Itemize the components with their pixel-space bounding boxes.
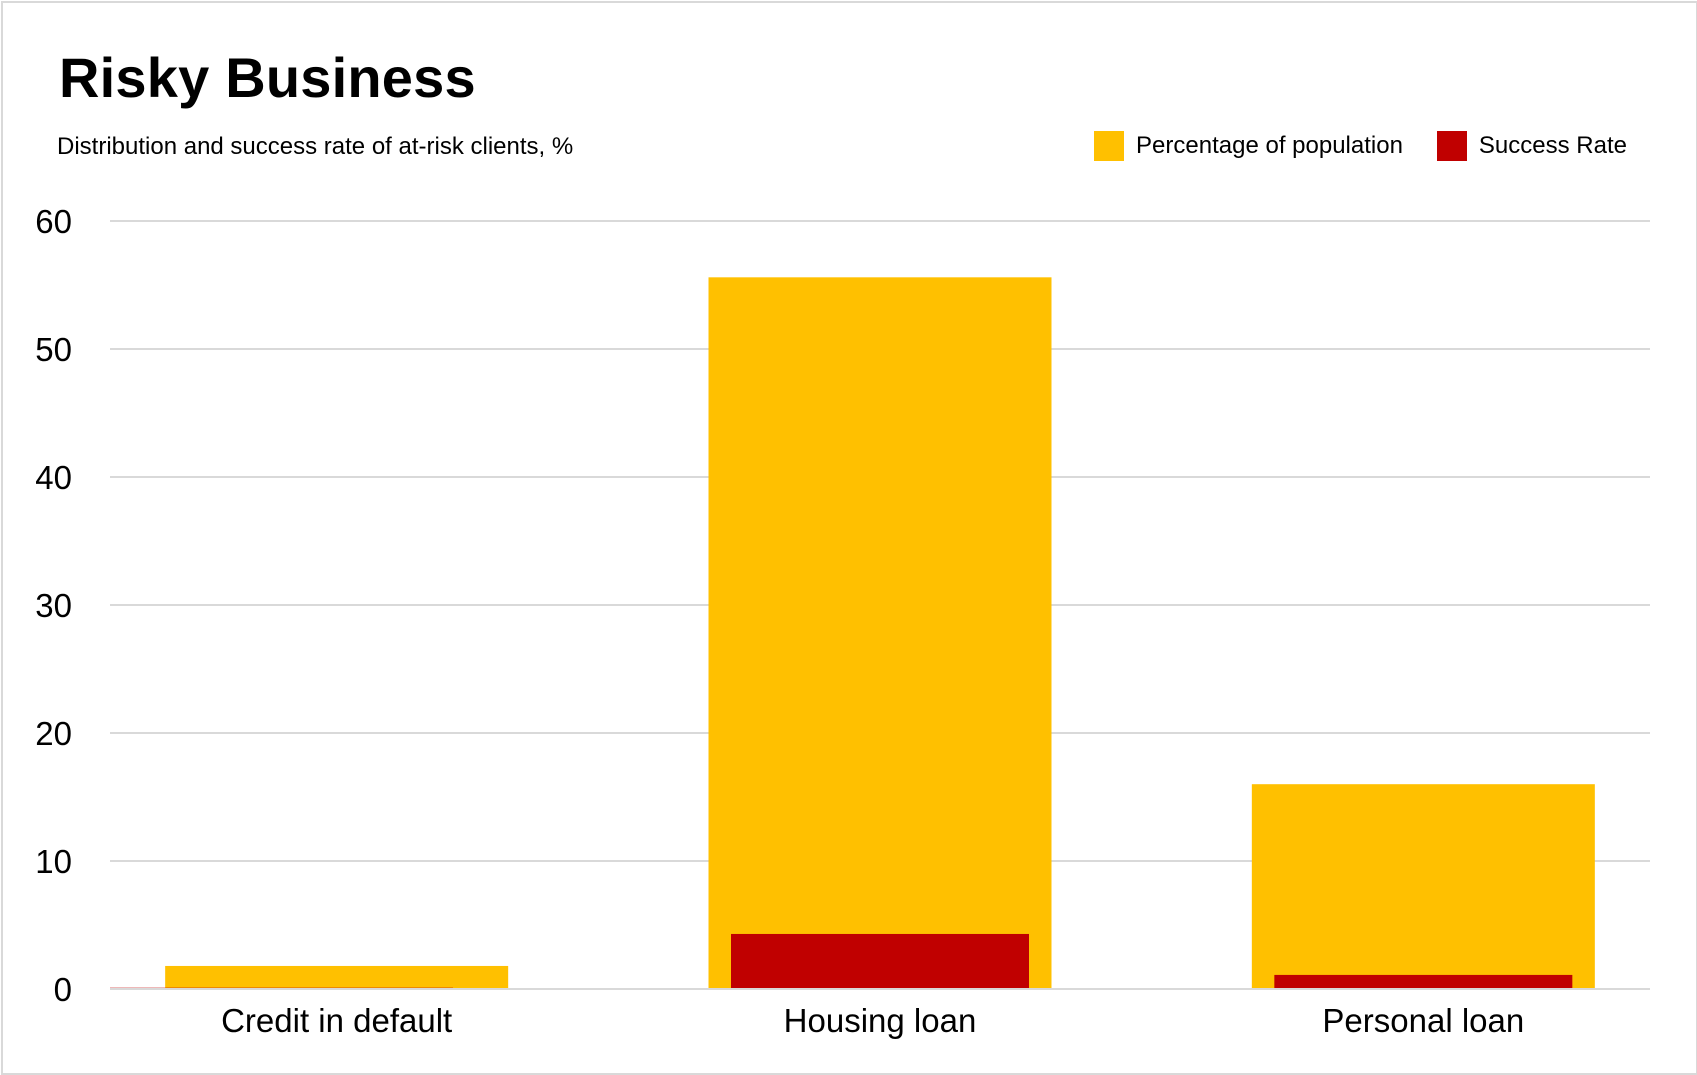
- legend: Percentage of population Success Rate: [1094, 131, 1627, 161]
- bar-population-credit-in-default: [165, 965, 509, 989]
- y-tick-label-30: 30: [35, 587, 72, 624]
- chart-title: Risky Business: [59, 46, 476, 109]
- y-tick-label-0: 0: [54, 971, 72, 1008]
- x-category-label-personal-loan: Personal loan: [1322, 1002, 1524, 1039]
- y-tick-label-10: 10: [35, 843, 72, 880]
- chart-subtitle: Distribution and success rate of at-risk…: [57, 133, 574, 160]
- y-tick-label-60: 60: [35, 203, 72, 240]
- bar-success-rate-housing-loan: [731, 933, 1029, 989]
- legend-label-success-rate: Success Rate: [1478, 132, 1627, 159]
- y-tick-label-40: 40: [35, 459, 72, 496]
- legend-item-population: Percentage of population: [1094, 131, 1403, 161]
- x-category-label-credit-in-default: Credit in default: [221, 1002, 452, 1039]
- legend-item-success-rate: Success Rate: [1436, 131, 1627, 161]
- legend-label-population: Percentage of population: [1136, 132, 1403, 159]
- y-tick-label-50: 50: [35, 331, 72, 368]
- bar-population-housing-loan: [708, 277, 1052, 989]
- y-tick-label-20: 20: [35, 715, 72, 752]
- legend-swatch-population: [1094, 131, 1125, 161]
- legend-swatch-success-rate: [1436, 131, 1467, 161]
- x-category-label-housing-loan: Housing loan: [784, 1002, 977, 1039]
- bar-population-personal-loan: [1251, 784, 1595, 989]
- bar-success-rate-personal-loan: [1274, 974, 1573, 989]
